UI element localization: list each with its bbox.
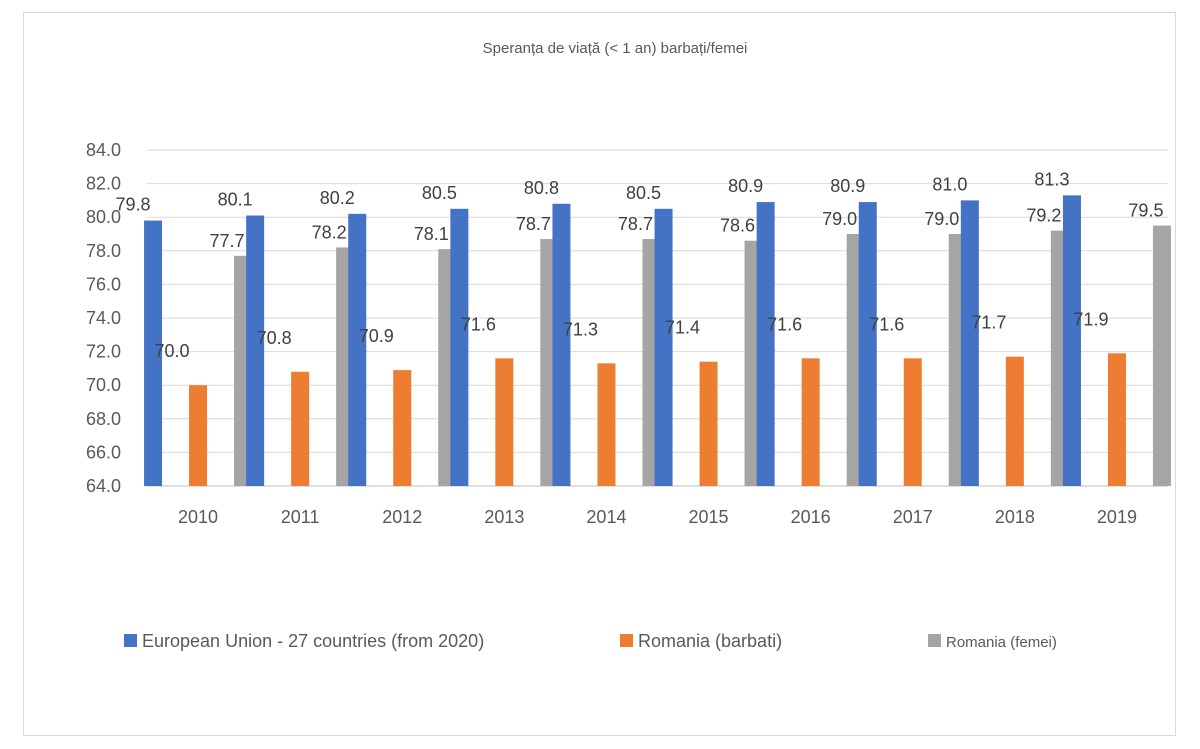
legend-swatch xyxy=(620,634,633,647)
bar xyxy=(348,213,367,486)
y-tick-label: 68.0 xyxy=(86,409,121,429)
bar xyxy=(495,358,514,486)
x-tick-label: 2017 xyxy=(893,507,933,527)
data-label: 80.8 xyxy=(524,178,559,198)
legend-label: Romania (barbati) xyxy=(638,631,782,651)
data-label: 80.2 xyxy=(320,188,355,208)
data-label: 70.0 xyxy=(155,341,190,361)
data-label: 70.9 xyxy=(359,326,394,346)
bar xyxy=(756,202,775,486)
bar xyxy=(246,215,265,486)
x-tick-label: 2012 xyxy=(382,507,422,527)
bar xyxy=(960,200,979,486)
y-tick-label: 66.0 xyxy=(86,442,121,462)
y-tick-label: 64.0 xyxy=(86,476,121,496)
x-tick-label: 2014 xyxy=(586,507,626,527)
y-tick-label: 74.0 xyxy=(86,308,121,328)
bar xyxy=(1152,225,1171,486)
y-tick-label: 84.0 xyxy=(86,140,121,160)
y-tick-label: 82.0 xyxy=(86,174,121,194)
data-label: 81.3 xyxy=(1034,169,1069,189)
y-tick-label: 72.0 xyxy=(86,342,121,362)
data-label: 71.7 xyxy=(971,313,1006,333)
x-tick-label: 2019 xyxy=(1097,507,1137,527)
legend-swatch xyxy=(928,634,941,647)
data-label: 80.9 xyxy=(830,176,865,196)
data-label: 71.9 xyxy=(1073,309,1108,329)
data-label: 71.4 xyxy=(665,318,700,338)
data-label: 78.6 xyxy=(720,216,755,236)
bar xyxy=(801,358,820,486)
y-tick-label: 80.0 xyxy=(86,207,121,227)
data-label: 79.8 xyxy=(116,195,151,215)
chart-title: Speranța de viață (< 1 an) barbați/femei xyxy=(483,40,748,57)
data-label: 71.6 xyxy=(767,314,802,334)
legend-swatch xyxy=(124,634,137,647)
legend-label: European Union - 27 countries (from 2020… xyxy=(142,631,484,651)
data-label: 79.5 xyxy=(1128,201,1163,221)
x-tick-label: 2010 xyxy=(178,507,218,527)
data-label: 80.1 xyxy=(218,190,253,210)
data-label: 80.5 xyxy=(626,183,661,203)
x-tick-label: 2011 xyxy=(281,507,320,527)
legend: European Union - 27 countries (from 2020… xyxy=(124,631,1057,651)
bar xyxy=(291,371,310,486)
data-labels: 79.8 70.0 77.7 80.1 70.8 78.2 80.2 70.9 78.1 80.5… xyxy=(116,169,1164,361)
data-label: 78.1 xyxy=(414,224,449,244)
data-label: 79.0 xyxy=(924,209,959,229)
data-label: 80.5 xyxy=(422,183,457,203)
data-label: 78.2 xyxy=(312,222,347,242)
x-tick-label: 2015 xyxy=(689,507,729,527)
bar xyxy=(144,220,163,486)
data-label: 70.8 xyxy=(257,328,292,348)
bar xyxy=(903,358,922,486)
y-tick-label: 76.0 xyxy=(86,274,121,294)
bar xyxy=(858,202,877,486)
bar xyxy=(450,208,469,487)
bar xyxy=(597,363,616,486)
legend-label: Romania (femei) xyxy=(946,634,1057,651)
bar xyxy=(189,385,208,486)
data-label: 78.7 xyxy=(618,214,653,234)
x-tick-label: 2016 xyxy=(791,507,831,527)
y-axis-ticks: 64.0 66.0 68.0 70.0 72.0 74.0 76.0 78.0 80.0 82.0… xyxy=(86,140,121,496)
data-label: 77.7 xyxy=(210,231,245,251)
bar xyxy=(393,370,412,486)
bar xyxy=(654,208,673,487)
data-label: 79.2 xyxy=(1026,206,1061,226)
bar xyxy=(1062,195,1081,487)
bar xyxy=(1107,353,1126,486)
data-label: 81.0 xyxy=(932,174,967,194)
data-label: 80.9 xyxy=(728,176,763,196)
bar xyxy=(552,203,571,486)
bars xyxy=(144,195,1171,487)
data-label: 78.7 xyxy=(516,214,551,234)
data-label: 71.6 xyxy=(461,314,496,334)
x-axis-ticks: 2010 2011 2012 2013 2014 2015 2016 2017 2018 2019 xyxy=(178,507,1137,527)
data-label: 79.0 xyxy=(822,209,857,229)
y-tick-label: 78.0 xyxy=(86,241,121,261)
data-label: 71.6 xyxy=(869,314,904,334)
data-label: 71.3 xyxy=(563,319,598,339)
bar xyxy=(699,361,718,486)
y-tick-label: 70.0 xyxy=(86,375,121,395)
x-tick-label: 2018 xyxy=(995,507,1035,527)
x-tick-label: 2013 xyxy=(484,507,524,527)
bar xyxy=(1005,356,1024,486)
